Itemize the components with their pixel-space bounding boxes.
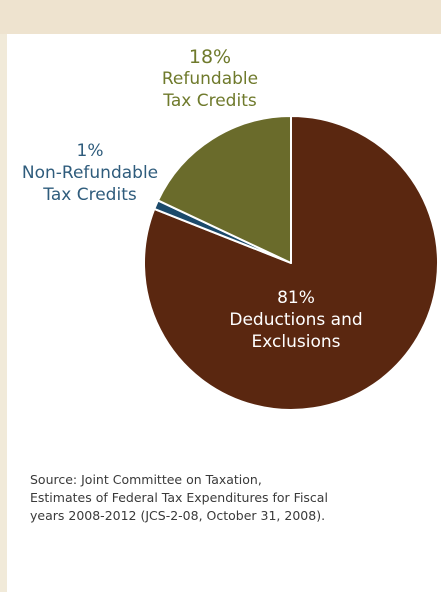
- pie-slices: [144, 116, 438, 410]
- deductions-percent: 81%: [196, 287, 396, 309]
- source-note: Source: Joint Committee on Taxation, Est…: [30, 471, 430, 525]
- nonrefundable-percent: 1%: [0, 140, 180, 162]
- nonrefundable-label: 1% Non-Refundable Tax Credits: [0, 140, 180, 206]
- nonrefundable-name-line-2: Tax Credits: [0, 184, 180, 206]
- refundable-name-line-1: Refundable: [126, 68, 294, 90]
- deductions-label: 81% Deductions and Exclusions: [196, 287, 396, 353]
- deductions-name-line-2: Exclusions: [196, 331, 396, 353]
- source-line-3: years 2008-2012 (JCS-2-08, October 31, 2…: [30, 507, 430, 525]
- source-line-1: Source: Joint Committee on Taxation,: [30, 471, 430, 489]
- header-band: [0, 0, 441, 34]
- source-line-2: Estimates of Federal Tax Expenditures fo…: [30, 489, 430, 507]
- refundable-percent: 18%: [126, 46, 294, 68]
- refundable-label: 18% Refundable Tax Credits: [126, 46, 294, 112]
- refundable-name-line-2: Tax Credits: [126, 90, 294, 112]
- deductions-name-line-1: Deductions and: [196, 309, 396, 331]
- nonrefundable-name-line-1: Non-Refundable: [0, 162, 180, 184]
